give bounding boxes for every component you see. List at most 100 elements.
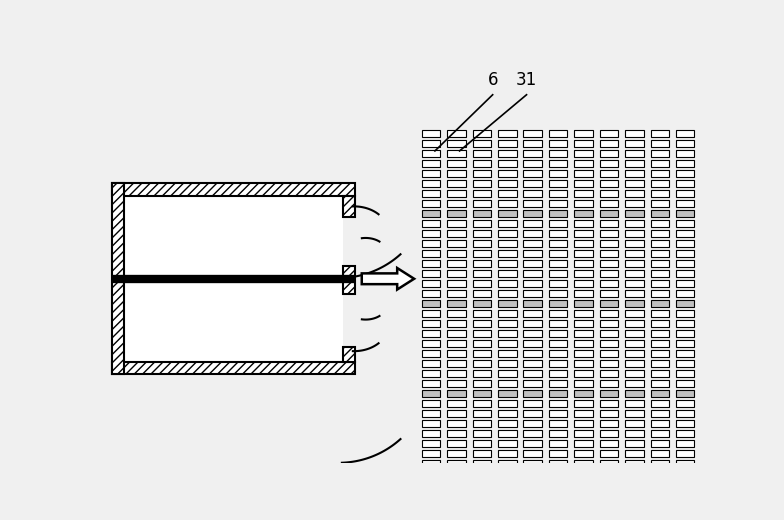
Bar bbox=[651, 290, 669, 297]
Bar bbox=[676, 160, 695, 167]
Bar bbox=[447, 180, 466, 187]
Bar bbox=[422, 270, 441, 277]
Bar bbox=[473, 370, 491, 378]
Bar bbox=[498, 250, 517, 257]
Bar bbox=[625, 240, 644, 247]
Bar bbox=[524, 240, 542, 247]
Bar bbox=[574, 270, 593, 277]
Bar bbox=[625, 440, 644, 447]
Bar bbox=[524, 391, 542, 397]
Bar bbox=[549, 301, 568, 307]
Bar bbox=[549, 400, 568, 407]
Bar bbox=[549, 250, 568, 257]
Bar bbox=[651, 391, 669, 397]
Bar bbox=[549, 320, 568, 327]
Bar bbox=[447, 261, 466, 267]
Bar bbox=[473, 180, 491, 187]
Bar bbox=[600, 240, 618, 247]
Bar bbox=[676, 310, 695, 317]
Bar bbox=[498, 270, 517, 277]
Bar bbox=[549, 261, 568, 267]
Bar bbox=[524, 341, 542, 347]
Bar bbox=[574, 200, 593, 207]
Bar bbox=[524, 280, 542, 287]
Bar bbox=[600, 190, 618, 197]
Bar bbox=[473, 170, 491, 177]
Bar bbox=[676, 170, 695, 177]
Bar bbox=[524, 350, 542, 357]
Bar bbox=[549, 180, 568, 187]
Bar bbox=[625, 220, 644, 227]
Bar bbox=[625, 270, 644, 277]
Bar bbox=[574, 330, 593, 337]
Bar bbox=[447, 360, 466, 367]
Bar bbox=[574, 310, 593, 317]
Bar bbox=[498, 391, 517, 397]
Bar bbox=[447, 130, 466, 137]
Bar bbox=[625, 280, 644, 287]
Bar bbox=[422, 170, 441, 177]
Bar bbox=[574, 240, 593, 247]
Bar bbox=[473, 301, 491, 307]
Bar bbox=[625, 421, 644, 427]
Bar bbox=[498, 290, 517, 297]
Bar bbox=[625, 360, 644, 367]
Bar bbox=[447, 421, 466, 427]
Bar bbox=[676, 320, 695, 327]
Bar bbox=[651, 301, 669, 307]
Bar bbox=[651, 250, 669, 257]
Bar bbox=[343, 266, 355, 294]
Bar bbox=[676, 240, 695, 247]
Bar bbox=[447, 150, 466, 157]
Bar bbox=[524, 461, 542, 463]
Bar bbox=[524, 421, 542, 427]
Bar bbox=[498, 210, 517, 217]
Bar bbox=[676, 360, 695, 367]
Bar bbox=[549, 290, 568, 297]
Bar bbox=[676, 280, 695, 287]
Bar bbox=[600, 320, 618, 327]
Bar bbox=[574, 381, 593, 387]
Bar bbox=[625, 301, 644, 307]
Bar bbox=[549, 230, 568, 237]
Bar bbox=[447, 250, 466, 257]
Bar bbox=[498, 170, 517, 177]
Bar bbox=[498, 200, 517, 207]
Bar bbox=[422, 400, 441, 407]
Bar bbox=[498, 350, 517, 357]
Bar bbox=[447, 431, 466, 437]
Bar bbox=[651, 450, 669, 458]
Bar bbox=[447, 240, 466, 247]
Bar bbox=[651, 270, 669, 277]
Bar bbox=[473, 150, 491, 157]
Bar bbox=[625, 130, 644, 137]
Bar bbox=[574, 250, 593, 257]
Bar bbox=[676, 421, 695, 427]
Bar bbox=[574, 440, 593, 447]
Bar bbox=[473, 160, 491, 167]
Bar bbox=[574, 410, 593, 418]
Bar bbox=[549, 240, 568, 247]
Bar bbox=[473, 320, 491, 327]
Bar bbox=[625, 320, 644, 327]
Bar bbox=[473, 270, 491, 277]
Bar bbox=[600, 350, 618, 357]
Bar bbox=[473, 450, 491, 458]
Bar bbox=[676, 330, 695, 337]
Bar bbox=[422, 280, 441, 287]
Bar bbox=[676, 410, 695, 418]
Bar bbox=[625, 170, 644, 177]
Bar bbox=[549, 350, 568, 357]
Bar bbox=[498, 440, 517, 447]
Bar bbox=[625, 290, 644, 297]
Bar bbox=[473, 280, 491, 287]
Bar bbox=[422, 220, 441, 227]
Bar bbox=[651, 200, 669, 207]
Bar bbox=[447, 301, 466, 307]
Bar bbox=[422, 160, 441, 167]
Bar bbox=[473, 130, 491, 137]
Bar bbox=[498, 150, 517, 157]
Bar bbox=[498, 461, 517, 463]
Bar bbox=[574, 280, 593, 287]
Bar bbox=[524, 130, 542, 137]
